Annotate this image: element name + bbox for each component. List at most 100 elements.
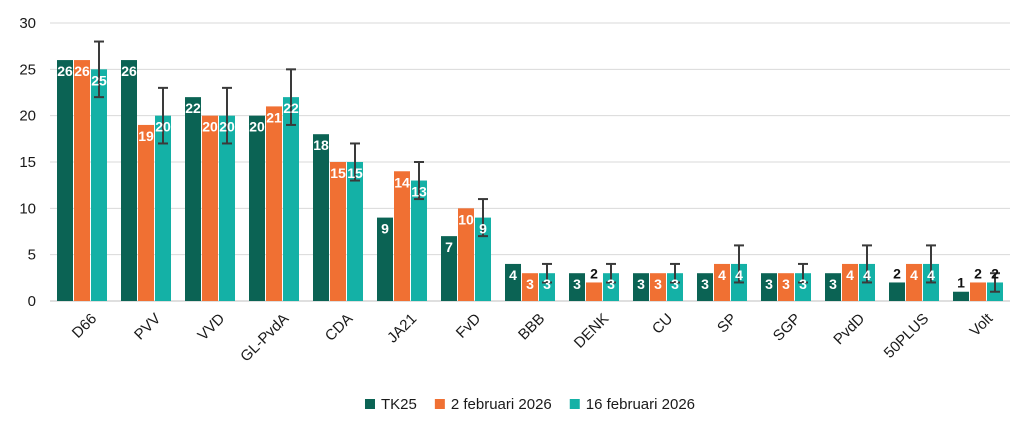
bar [411,180,427,301]
bar [330,162,346,301]
data-label: 2 [991,265,999,281]
data-label: 3 [543,276,551,292]
bar [347,162,363,301]
data-label: 22 [185,100,201,116]
x-axis-label: CU [649,310,676,337]
data-label: 2 [590,265,598,281]
data-label: 4 [863,267,871,283]
bar [121,60,137,301]
bar [249,115,265,302]
data-label: 3 [607,276,615,292]
bar [586,282,602,301]
data-label: 25 [91,72,107,88]
data-label: 21 [266,109,282,125]
legend-label: TK25 [381,396,417,413]
x-axis-label: D66 [69,310,100,341]
bar [313,134,329,301]
y-axis-ticks: 0 5 10 15 20 25 30 [19,15,36,310]
data-label: 22 [283,100,299,116]
bar [458,208,474,301]
legend-swatch [364,399,375,409]
data-label: 1 [957,275,965,291]
bars [57,60,1003,302]
x-axis-label: GL-PvdA [237,310,292,365]
x-axis-label: BBB [515,310,548,343]
data-label: 20 [219,119,235,135]
y-tick-label: 25 [19,61,36,78]
bar [953,291,969,301]
data-label: 19 [138,128,154,144]
error-bars [94,40,1000,293]
bar [714,263,730,301]
data-label: 4 [735,267,743,283]
data-label: 9 [479,221,487,237]
legend-swatch [434,399,445,409]
data-label: 3 [701,276,709,292]
data-label: 3 [573,276,581,292]
bar [505,263,521,301]
data-label: 15 [330,165,346,181]
bar [138,124,154,301]
legend-label: 2 februari 2026 [451,396,552,413]
bar [377,217,393,301]
bar [91,69,107,301]
bar [475,217,491,301]
data-label: 3 [799,276,807,292]
bar [185,97,201,301]
bar [761,273,777,301]
bar [283,97,299,301]
bar [539,273,555,301]
data-label: 3 [782,276,790,292]
bar [889,282,905,301]
bar [266,106,282,302]
data-label: 20 [249,119,265,135]
data-label: 7 [445,239,453,255]
bar [394,171,410,301]
bar [522,273,538,301]
data-label: 10 [458,211,474,227]
y-tick-label: 20 [19,108,36,125]
x-axis-labels: D66 PVV VVD GL-PvdA CDA JA21 FvD BBB DENK CU SP SGP… [69,310,997,366]
data-label: 4 [927,267,935,283]
data-label: 3 [671,276,679,292]
bar [633,273,649,301]
y-tick-label: 15 [19,154,36,171]
bar [778,273,794,301]
legend-label: 16 februari 2026 [586,396,695,413]
bar [569,273,585,301]
y-tick-label: 10 [19,200,36,217]
legend: TK25 2 februari 2026 16 februari 2026 [364,396,695,413]
x-axis-label: DENK [571,310,612,351]
bar [155,115,171,302]
data-label: 26 [57,63,73,79]
x-axis-label: PvdD [830,310,868,348]
data-label: 13 [411,184,427,200]
data-label: 20 [155,119,171,135]
data-label: 9 [381,221,389,237]
x-axis-label: SP [714,310,740,336]
x-axis-label: FvD [453,310,485,342]
bar [74,60,90,301]
data-label: 3 [637,276,645,292]
data-label: 3 [526,276,534,292]
data-label: 3 [829,276,837,292]
data-label: 20 [202,119,218,135]
data-label: 26 [121,63,137,79]
x-axis-label: JA21 [384,310,420,346]
data-label: 18 [313,137,329,153]
x-axis-label: VVD [194,310,228,344]
data-label: 3 [654,276,662,292]
y-tick-label: 30 [19,15,36,32]
bar [906,263,922,301]
data-label: 26 [74,63,90,79]
y-tick-label: 0 [28,293,36,310]
bar [795,273,811,301]
data-label: 2 [893,265,901,281]
bar [697,273,713,301]
bar [57,60,73,301]
x-axis-label: SGP [770,310,804,344]
data-label: 3 [765,276,773,292]
x-axis-label: PVV [131,310,164,343]
